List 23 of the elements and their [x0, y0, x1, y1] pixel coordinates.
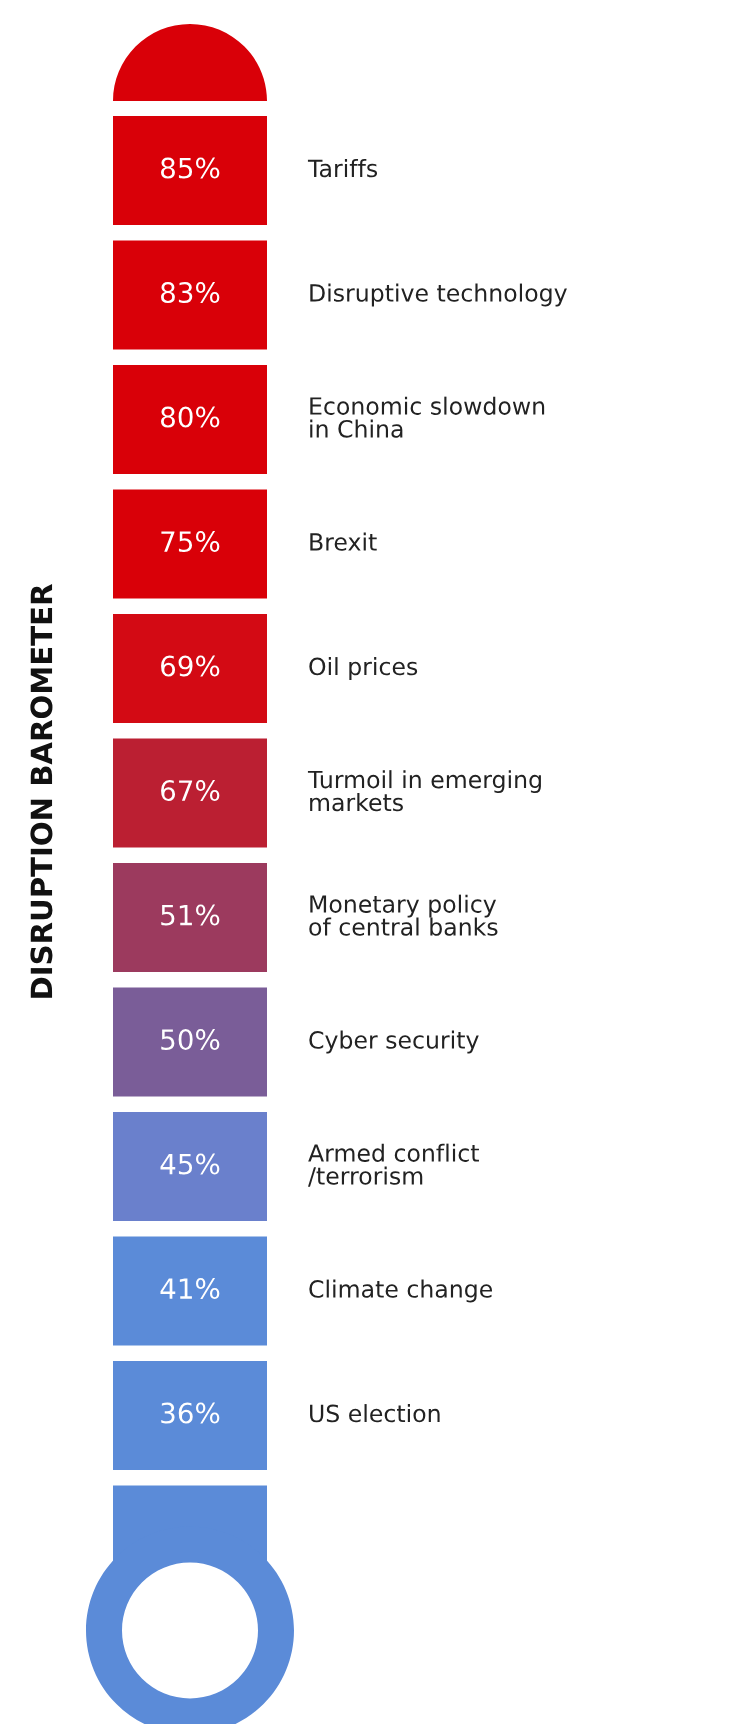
- category-label: Oil prices: [309, 657, 418, 680]
- data-label: 51%: [161, 904, 220, 926]
- data-label: 75%: [161, 531, 220, 553]
- category-label: Tariffs: [307, 159, 378, 178]
- data-label: 50%: [161, 1029, 220, 1051]
- text: DISRUPTION BAROMETER: [30, 584, 53, 998]
- data-label: 36%: [161, 1402, 220, 1424]
- category-label: Cyber security: [309, 1030, 479, 1054]
- category-label: Brexit: [310, 532, 377, 551]
- category-label: Armed conflict /terrorism: [308, 1143, 479, 1187]
- category-label: Economic slowdown in China: [310, 396, 545, 438]
- data-label: 80%: [161, 406, 220, 428]
- data-label: 69%: [161, 655, 220, 677]
- category-label: Monetary policy of central banks: [309, 894, 498, 936]
- data-label: 45%: [160, 1153, 220, 1175]
- category-label: Turmoil in emerging markets: [307, 770, 541, 812]
- data-label: 67%: [161, 780, 220, 802]
- category-label: US election: [310, 1404, 440, 1423]
- data-label: 85%: [161, 157, 220, 179]
- category-label: Disruptive technology: [310, 283, 567, 307]
- category-label: Climate change: [309, 1279, 492, 1303]
- data-label: 41%: [160, 1278, 220, 1300]
- data-label: 83%: [161, 282, 220, 304]
